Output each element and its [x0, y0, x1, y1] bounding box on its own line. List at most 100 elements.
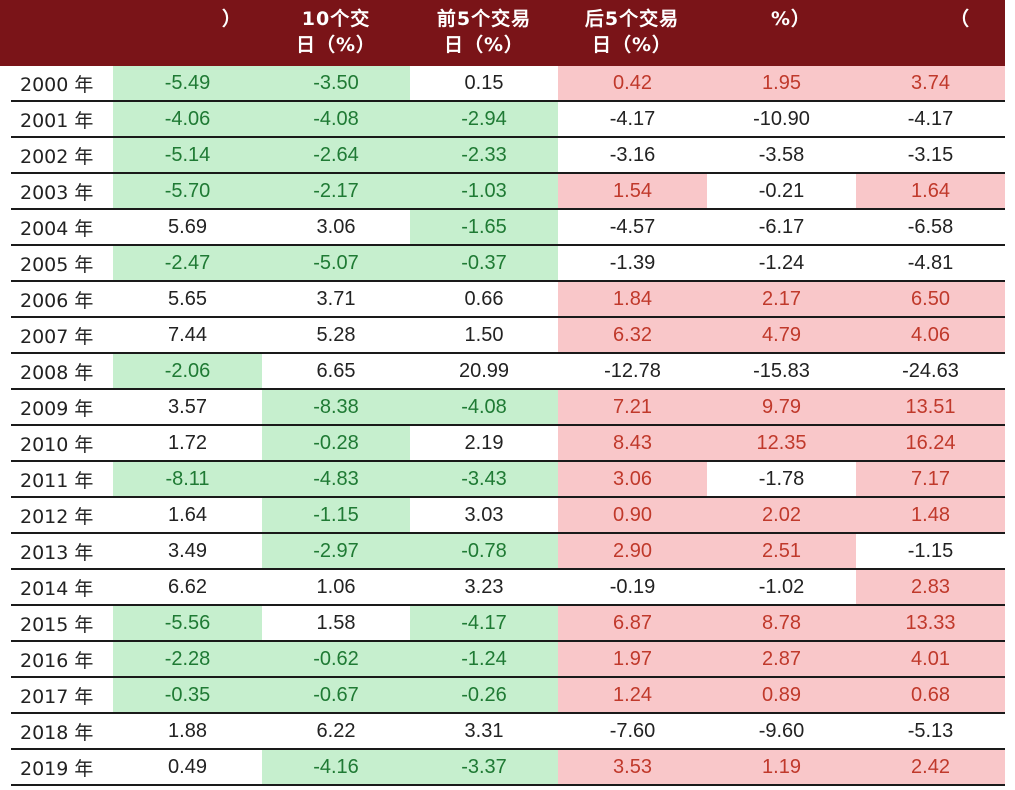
value-cell: -12.78 — [558, 353, 707, 390]
value-cell: -1.15 — [262, 497, 410, 534]
value-cell: -1.15 — [856, 533, 1005, 570]
value-cell: 5.28 — [262, 317, 410, 354]
header-col-6-line2: （ — [949, 8, 970, 30]
value-cell: -1.02 — [707, 569, 856, 606]
value-cell: -2.28 — [113, 641, 262, 678]
value-cell: -2.94 — [410, 101, 558, 138]
value-cell: 3.31 — [410, 713, 558, 750]
value-cell: 1.84 — [558, 281, 707, 318]
value-cell: 2.17 — [707, 281, 856, 318]
value-cell: -0.37 — [410, 245, 558, 282]
value-cell: -5.14 — [113, 137, 262, 174]
table-row: 2013 年 3.49 -2.97 -0.78 2.90 2.51 -1.15 — [11, 533, 1005, 570]
value-cell: 0.89 — [707, 677, 856, 714]
value-cell: 0.49 — [113, 749, 262, 786]
value-cell: 2.83 — [856, 569, 1005, 606]
value-cell: 1.48 — [856, 497, 1005, 534]
value-cell: -5.49 — [113, 66, 262, 102]
value-cell: 1.64 — [856, 173, 1005, 210]
value-cell: 6.22 — [262, 713, 410, 750]
value-cell: 1.72 — [113, 425, 262, 462]
year-cell: 2017 年 — [11, 677, 113, 714]
value-cell: -5.70 — [113, 173, 262, 210]
header-col-5: %） — [707, 6, 855, 62]
header-col-2: 10个交 日（%） — [262, 6, 410, 62]
value-cell: 4.06 — [856, 317, 1005, 354]
value-cell: 3.71 — [262, 281, 410, 318]
table-row: 2005 年 -2.47 -5.07 -0.37 -1.39 -1.24 -4.81 — [11, 245, 1005, 282]
value-cell: -3.16 — [558, 137, 707, 174]
year-cell: 2008 年 — [11, 353, 113, 390]
value-cell: 0.66 — [410, 281, 558, 318]
value-cell: -4.17 — [410, 605, 558, 642]
year-cell: 2018 年 — [11, 713, 113, 750]
header-col-4-line2: 日（%） — [591, 34, 673, 56]
value-cell: 5.69 — [113, 209, 262, 246]
value-cell: -0.62 — [262, 641, 410, 678]
value-cell: -15.83 — [707, 353, 856, 390]
value-cell: 6.50 — [856, 281, 1005, 318]
value-cell: -4.17 — [558, 101, 707, 138]
header-col-3: 前5个交易 日（%） — [410, 6, 558, 62]
value-cell: -1.39 — [558, 245, 707, 282]
year-cell: 2003 年 — [11, 173, 113, 210]
value-cell: 1.50 — [410, 317, 558, 354]
year-cell: 2000 年 — [11, 66, 113, 102]
header-col-2-line1: 10个交 — [301, 8, 371, 30]
header-col-6: （ — [856, 6, 1004, 62]
value-cell: -5.56 — [113, 605, 262, 642]
value-cell: 6.87 — [558, 605, 707, 642]
year-cell: 2002 年 — [11, 137, 113, 174]
value-cell: 13.51 — [856, 389, 1005, 426]
value-cell: 6.65 — [262, 353, 410, 390]
value-cell: 16.24 — [856, 425, 1005, 462]
value-cell: -3.15 — [856, 137, 1005, 174]
value-cell: 5.65 — [113, 281, 262, 318]
value-cell: -2.64 — [262, 137, 410, 174]
value-cell: 3.06 — [262, 209, 410, 246]
value-cell: -5.13 — [856, 713, 1005, 750]
year-cell: 2004 年 — [11, 209, 113, 246]
value-cell: -4.06 — [113, 101, 262, 138]
table-row: 2006 年 5.65 3.71 0.66 1.84 2.17 6.50 — [11, 281, 1005, 318]
table-body: 2000 年 -5.49 -3.50 0.15 0.42 1.95 3.74 2001 年 -4… — [11, 66, 1005, 786]
table-row: 2014 年 6.62 1.06 3.23 -0.19 -1.02 2.83 — [11, 569, 1005, 606]
year-cell: 2001 年 — [11, 101, 113, 138]
year-cell: 2007 年 — [11, 317, 113, 354]
value-cell: 0.15 — [410, 66, 558, 102]
year-cell: 2012 年 — [11, 497, 113, 534]
year-cell: 2006 年 — [11, 281, 113, 318]
table-row: 2009 年 3.57 -8.38 -4.08 7.21 9.79 13.51 — [11, 389, 1005, 426]
value-cell: -2.47 — [113, 245, 262, 282]
value-cell: -0.19 — [558, 569, 707, 606]
year-cell: 2014 年 — [11, 569, 113, 606]
value-cell: 2.42 — [856, 749, 1005, 786]
value-cell: 1.19 — [707, 749, 856, 786]
table-row: 2018 年 1.88 6.22 3.31 -7.60 -9.60 -5.13 — [11, 713, 1005, 750]
header-col-2-line2: 日（%） — [295, 34, 377, 56]
value-cell: -24.63 — [856, 353, 1005, 390]
header-col-1-line2: ） — [221, 8, 242, 30]
value-cell: 20.99 — [410, 353, 558, 390]
value-cell: -6.58 — [856, 209, 1005, 246]
value-cell: 3.49 — [113, 533, 262, 570]
table-row: 2007 年 7.44 5.28 1.50 6.32 4.79 4.06 — [11, 317, 1005, 354]
header-col-3-line2: 日（%） — [443, 34, 525, 56]
header-col-4-line1: 后5个交易 — [584, 8, 680, 30]
value-cell: -2.17 — [262, 173, 410, 210]
value-cell: 12.35 — [707, 425, 856, 462]
value-cell: 3.03 — [410, 497, 558, 534]
value-cell: -1.24 — [707, 245, 856, 282]
year-cell: 2011 年 — [11, 461, 113, 498]
header-col-3-line1: 前5个交易 — [436, 8, 532, 30]
table-row: 2012 年 1.64 -1.15 3.03 0.90 2.02 1.48 — [11, 497, 1005, 534]
value-cell: 8.43 — [558, 425, 707, 462]
value-cell: -2.06 — [113, 353, 262, 390]
value-cell: 3.23 — [410, 569, 558, 606]
value-cell: 7.17 — [856, 461, 1005, 498]
value-cell: -3.58 — [707, 137, 856, 174]
year-cell: 2009 年 — [11, 389, 113, 426]
year-cell: 2013 年 — [11, 533, 113, 570]
year-cell: 2015 年 — [11, 605, 113, 642]
value-cell: -4.81 — [856, 245, 1005, 282]
